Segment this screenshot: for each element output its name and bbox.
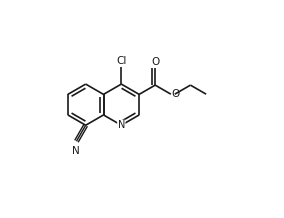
Text: Cl: Cl xyxy=(116,56,126,66)
Text: O: O xyxy=(151,56,159,66)
Text: N: N xyxy=(72,146,80,156)
Text: O: O xyxy=(172,89,180,99)
Text: N: N xyxy=(118,120,125,130)
